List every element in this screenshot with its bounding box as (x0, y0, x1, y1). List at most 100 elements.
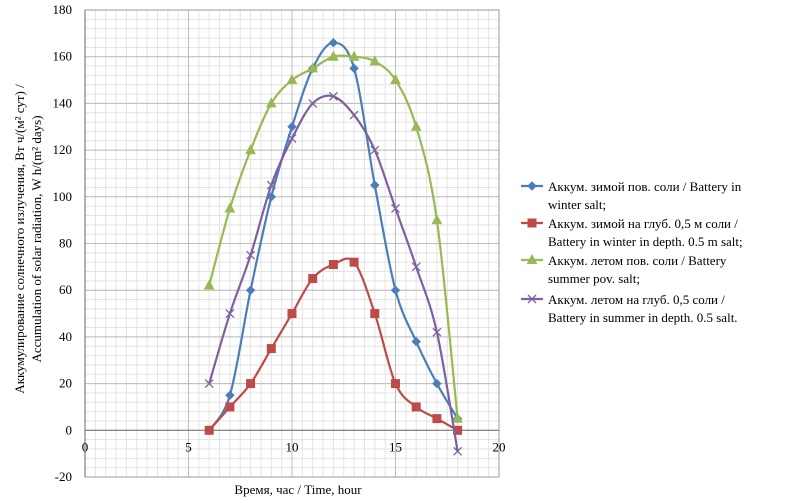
marker-stroke (246, 250, 256, 260)
data-point (452, 412, 463, 423)
data-point (391, 379, 400, 389)
data-point (432, 378, 442, 389)
y-tick-label: 140 (53, 95, 73, 110)
y-tick-label: 120 (53, 142, 73, 157)
data-point (266, 344, 276, 354)
data-point (391, 204, 400, 213)
y-axis-title: Аккумулирование солнечного излучения, Вт… (12, 84, 44, 394)
data-point (308, 98, 318, 108)
marker-stroke (204, 379, 214, 389)
series-4 (204, 91, 463, 456)
y-tick-label: 60 (59, 282, 72, 297)
marker-stroke (391, 204, 400, 213)
marker-stroke (349, 110, 359, 120)
legend-label-line: Аккум. летом на глуб. 0,5 соли / (548, 292, 725, 307)
y-tick-label: 20 (59, 376, 72, 391)
legend-entry: Аккум. зимой на глуб. 0,5 м соли / Batte… (521, 216, 743, 249)
legend-symbol (526, 253, 538, 264)
data-point (431, 214, 443, 225)
data-point (225, 390, 235, 400)
marker-stroke (432, 327, 442, 337)
data-point (287, 133, 297, 143)
y-axis-title-line-1: Аккумулирование солнечного излучения, Вт… (12, 84, 27, 394)
data-point (432, 327, 442, 337)
data-point (349, 63, 359, 74)
marker-stroke (453, 446, 463, 456)
x-tick-label: 15 (389, 439, 402, 454)
legend-label-line: summer pov. salt; (548, 271, 640, 286)
legend-marker (521, 218, 543, 228)
y-tick-label: 0 (66, 422, 73, 437)
data-point (453, 446, 463, 456)
data-point (390, 285, 401, 295)
data-point (204, 379, 214, 389)
legend-label-line: Battery in summer in depth. 0.5 salt. (548, 310, 738, 325)
y-tick-label: 180 (53, 2, 73, 17)
legend-symbol (527, 294, 537, 304)
axes (84, 10, 499, 477)
legend-label-line: Аккум. зимой пов. соли / Battery in (548, 179, 742, 194)
x-tick-label: 20 (493, 439, 506, 454)
y-axis-title-line-2: Accumulation of solar radiation, W h/(m²… (29, 115, 44, 362)
series-3 (203, 50, 463, 423)
data-point (286, 73, 298, 85)
legend: Аккум. зимой пов. соли / Battery in wint… (521, 179, 743, 325)
data-point (245, 144, 256, 155)
legend-marker (521, 294, 543, 304)
y-tick-label: 100 (53, 189, 73, 204)
marker-stroke (287, 133, 297, 143)
x-axis-title: Время, час / Time, hour (234, 482, 362, 497)
data-point (432, 414, 442, 424)
marker-stroke (328, 91, 338, 101)
data-point (328, 91, 338, 101)
data-point (411, 262, 421, 272)
marker-stroke (370, 145, 380, 155)
data-point (246, 379, 256, 389)
tick-labels: -20 0 20 40 60 80 100 120 140 160 180 0 5 10 15 20 (53, 2, 506, 484)
data-point (307, 62, 319, 73)
marker-stroke (225, 309, 235, 319)
y-tick-label: 80 (59, 236, 72, 251)
marker-stroke (527, 294, 537, 304)
data-point (287, 122, 297, 132)
data-point (370, 309, 380, 319)
data-point (328, 37, 339, 48)
data-point (411, 336, 421, 347)
data-point (411, 402, 421, 412)
data-point (328, 50, 339, 61)
x-tick-label: 0 (82, 439, 89, 454)
legend-symbol (527, 181, 537, 191)
legend-label-line: Аккум. летом пов. соли / Battery (548, 253, 727, 268)
y-tick-label: 160 (53, 49, 73, 64)
legend-label-line: winter salt; (548, 197, 606, 212)
data-point (349, 110, 359, 120)
x-tick-label: 5 (185, 439, 192, 454)
legend-marker (521, 253, 543, 264)
series-2 (204, 257, 463, 435)
legend-label-line: Аккум. зимой на глуб. 0,5 м соли / (548, 216, 738, 231)
marker-stroke (266, 180, 276, 190)
data-point (287, 309, 297, 319)
plot-series (203, 37, 463, 456)
data-point (224, 202, 236, 213)
data-point (349, 257, 359, 267)
grid (84, 9, 500, 478)
data-point (246, 250, 256, 260)
legend-entry: Аккум. летом на глуб. 0,5 соли / Battery… (521, 292, 738, 325)
data-point (370, 145, 380, 155)
y-tick-label: 40 (59, 329, 72, 344)
data-point (308, 274, 318, 284)
marker-stroke (308, 98, 318, 108)
x-tick-label: 10 (286, 439, 299, 454)
data-point (369, 55, 381, 66)
data-point (266, 180, 276, 190)
data-point (410, 120, 422, 131)
data-point (265, 97, 277, 108)
data-point (348, 50, 360, 61)
data-point (225, 402, 235, 412)
legend-symbol (527, 218, 537, 228)
data-point (204, 425, 214, 435)
legend-marker (521, 181, 543, 191)
marker-stroke (411, 262, 421, 272)
